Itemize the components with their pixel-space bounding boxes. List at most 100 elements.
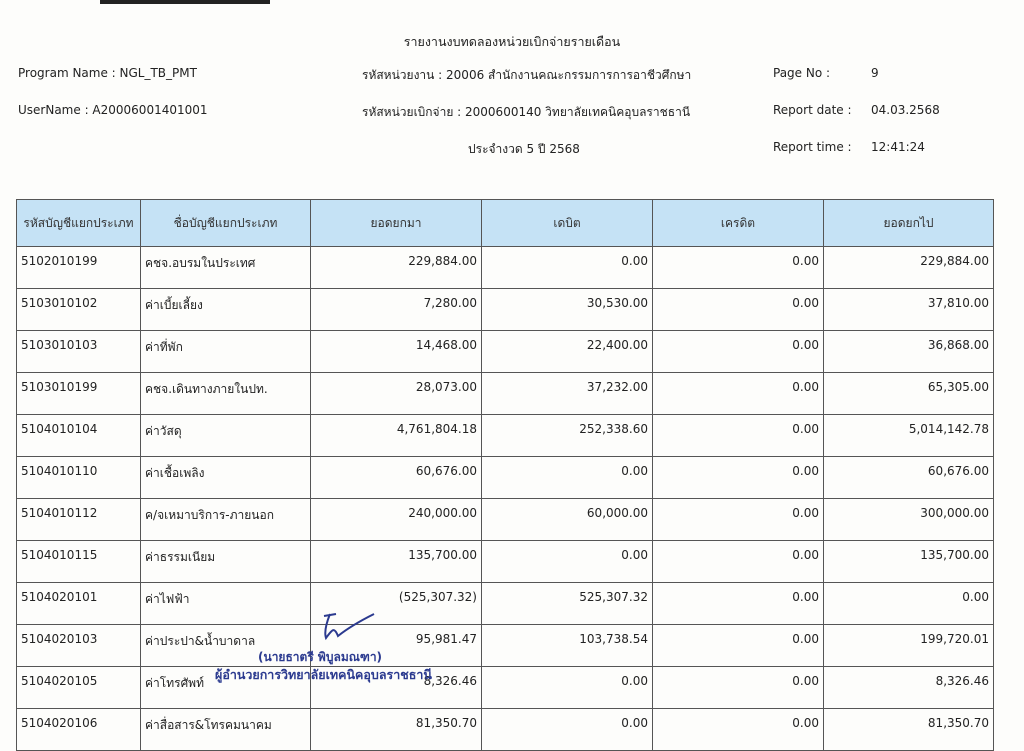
table-row: 5103010103 ค่าที่พัก 14,468.00 22,400.00 0.0… (16, 330, 994, 373)
cell-account-name: ค่าเบี้ยเลี้ยง (140, 288, 311, 331)
cell-account-name: ค่าโทรศัพท์ (140, 666, 311, 709)
cell-balance-carried-forward: 5,014,142.78 (823, 414, 994, 457)
stamp-name: (นายธาตรี พิบูลมณฑา) (258, 650, 383, 664)
cell-balance-carried-forward: 36,868.00 (823, 330, 994, 373)
cell-debit: 60,000.00 (481, 498, 653, 541)
agency: รหัสหน่วยงาน : 20006 สำนักงานคณะกรรมการก… (362, 68, 692, 82)
cell-account-code: 5104020106 (16, 708, 141, 751)
cell-balance-brought-forward: 240,000.00 (310, 498, 482, 541)
cell-account-code: 5104010115 (16, 540, 141, 583)
period: ประจำงวด 5 ปี 2568 (468, 142, 580, 156)
cell-credit: 0.00 (652, 624, 824, 667)
cell-account-code: 5104020103 (16, 624, 141, 667)
table-row: 5104020103 ค่าประปา&น้ำบาดาล 95,981.47 103,… (16, 624, 994, 667)
cell-account-name: ค่าประปา&น้ำบาดาล (140, 624, 311, 667)
table-row: 5104010104 ค่าวัสดุ 4,761,804.18 252,338.60… (16, 414, 994, 457)
header-balance-brought-forward: ยอดยกมา (310, 199, 482, 247)
cell-debit: 0.00 (481, 708, 653, 751)
header-credit: เครดิต (652, 199, 824, 247)
trial-balance-table: รหัสบัญชีแยกประเภท ชื่อบัญชีแยกประเภท ยอดย… (16, 199, 994, 751)
cell-account-name: ค่าสื่อสาร&โทรคมนาคม (140, 708, 311, 751)
disbursing-unit: รหัสหน่วยเบิกจ่าย : 2000600140 วิทยาลัยเ… (362, 105, 691, 119)
report-date-label: Report date : (773, 103, 852, 117)
cell-credit: 0.00 (652, 540, 824, 583)
table-row: 5104010110 ค่าเชื้อเพลิง 60,676.00 0.00 0.00… (16, 456, 994, 499)
cell-account-name: คชจ.อบรมในประเทศ (140, 246, 311, 289)
report-date: 04.03.2568 (871, 103, 940, 117)
cell-balance-brought-forward: 60,676.00 (310, 456, 482, 499)
cell-credit: 0.00 (652, 708, 824, 751)
cell-credit: 0.00 (652, 582, 824, 625)
cell-balance-carried-forward: 135,700.00 (823, 540, 994, 583)
cell-account-code: 5104020105 (16, 666, 141, 709)
header-account-code: รหัสบัญชีแยกประเภท (16, 199, 141, 247)
cell-debit: 22,400.00 (481, 330, 653, 373)
page-no: 9 (871, 66, 879, 80)
cell-account-name: คชจ.เดินทางภายในปท. (140, 372, 311, 415)
cell-debit: 103,738.54 (481, 624, 653, 667)
report-time: 12:41:24 (871, 140, 925, 154)
table-row: 5104020105 ค่าโทรศัพท์ 8,326.46 0.00 0.00 8,3… (16, 666, 994, 709)
cell-credit: 0.00 (652, 330, 824, 373)
cell-balance-brought-forward: 135,700.00 (310, 540, 482, 583)
cell-credit: 0.00 (652, 456, 824, 499)
cell-credit: 0.00 (652, 288, 824, 331)
cell-debit: 0.00 (481, 456, 653, 499)
stamp-position: ผู้อำนวยการวิทยาลัยเทคนิคอุบลราชธานี (215, 667, 432, 682)
cell-account-code: 5103010103 (16, 330, 141, 373)
cell-debit: 30,530.00 (481, 288, 653, 331)
header-debit: เดบิต (481, 199, 653, 247)
cell-balance-brought-forward: 81,350.70 (310, 708, 482, 751)
cell-credit: 0.00 (652, 666, 824, 709)
user-name: UserName : A20006001401001 (18, 103, 208, 117)
cell-account-code: 5104010104 (16, 414, 141, 457)
table-row: 5104010115 ค่าธรรมเนียม 135,700.00 0.00 0.00… (16, 540, 994, 583)
cell-debit: 37,232.00 (481, 372, 653, 415)
scan-mark (100, 0, 270, 4)
signature (323, 613, 375, 641)
table-row: 5104020101 ค่าไฟฟ้า (525,307.32) 525,307.32… (16, 582, 994, 625)
cell-account-name: ค/จเหมาบริการ-ภายนอก (140, 498, 311, 541)
cell-balance-brought-forward: 4,761,804.18 (310, 414, 482, 457)
cell-balance-carried-forward: 199,720.01 (823, 624, 994, 667)
report-title: รายงานงบทดลองหน่วยเบิกจ่ายรายเดือน (403, 34, 621, 49)
cell-credit: 0.00 (652, 414, 824, 457)
cell-account-code: 5103010102 (16, 288, 141, 331)
table-row: 5104020106 ค่าสื่อสาร&โทรคมนาคม 81,350.70 0… (16, 708, 994, 751)
cell-balance-brought-forward: 28,073.00 (310, 372, 482, 415)
cell-balance-carried-forward: 81,350.70 (823, 708, 994, 751)
cell-account-name: ค่าวัสดุ (140, 414, 311, 457)
cell-debit: 525,307.32 (481, 582, 653, 625)
cell-credit: 0.00 (652, 498, 824, 541)
cell-debit: 0.00 (481, 540, 653, 583)
cell-account-name: ค่าที่พัก (140, 330, 311, 373)
cell-balance-brought-forward: 229,884.00 (310, 246, 482, 289)
cell-credit: 0.00 (652, 372, 824, 415)
header-account-name: ชื่อบัญชีแยกประเภท (140, 199, 311, 247)
table-row: 5103010199 คชจ.เดินทางภายในปท. 28,073.00 37… (16, 372, 994, 415)
program-name: Program Name : NGL_TB_PMT (18, 66, 197, 80)
cell-balance-carried-forward: 0.00 (823, 582, 994, 625)
header-balance-carried-forward: ยอดยกไป (823, 199, 994, 247)
cell-balance-carried-forward: 37,810.00 (823, 288, 994, 331)
cell-account-name: ค่าธรรมเนียม (140, 540, 311, 583)
cell-balance-brought-forward: 14,468.00 (310, 330, 482, 373)
cell-credit: 0.00 (652, 246, 824, 289)
cell-debit: 0.00 (481, 666, 653, 709)
cell-account-code: 5102010199 (16, 246, 141, 289)
cell-balance-brought-forward: (525,307.32) (310, 582, 482, 625)
table-row: 5103010102 ค่าเบี้ยเลี้ยง 7,280.00 30,530.0… (16, 288, 994, 331)
cell-account-code: 5104010110 (16, 456, 141, 499)
cell-account-code: 5104020101 (16, 582, 141, 625)
cell-account-code: 5104010112 (16, 498, 141, 541)
cell-balance-carried-forward: 300,000.00 (823, 498, 994, 541)
cell-debit: 252,338.60 (481, 414, 653, 457)
cell-debit: 0.00 (481, 246, 653, 289)
table-header-row: รหัสบัญชีแยกประเภท ชื่อบัญชีแยกประเภท ยอดย… (16, 199, 994, 247)
cell-account-name: ค่าเชื้อเพลิง (140, 456, 311, 499)
table-row: 5104010112 ค/จเหมาบริการ-ภายนอก 240,000.00… (16, 498, 994, 541)
cell-balance-carried-forward: 8,326.46 (823, 666, 994, 709)
cell-balance-carried-forward: 229,884.00 (823, 246, 994, 289)
table-row: 5102010199 คชจ.อบรมในประเทศ 229,884.00 0.00… (16, 246, 994, 289)
page-no-label: Page No : (773, 66, 831, 80)
